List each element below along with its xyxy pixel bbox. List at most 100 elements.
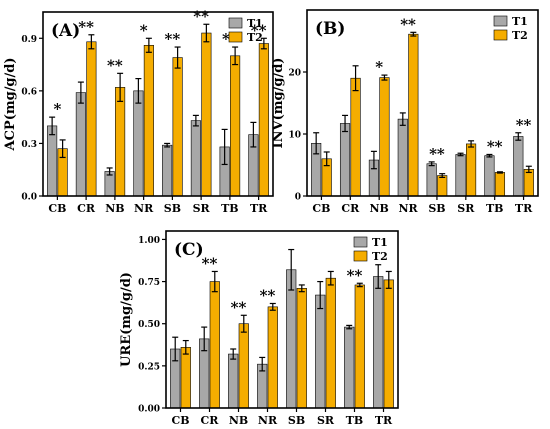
legend-swatch-t1 — [353, 236, 368, 248]
significance-marker-cb: * — [53, 100, 61, 118]
significance-marker-cr: ** — [202, 254, 218, 272]
x-tick-label-sb: SB — [428, 202, 445, 215]
significance-marker-nr: ** — [400, 15, 416, 33]
y-tick-label: 20 — [288, 69, 301, 79]
legend-label-t1: T1 — [372, 236, 388, 249]
chart-panel-3: CB ** CR ** NB ** NR SB SR ** TB TR 0.00 0.25 0.50 0.75… — [119, 230, 399, 427]
x-tick-label-nr: NR — [258, 414, 278, 427]
x-tick-label-cr: CR — [77, 202, 96, 215]
y-tick-label: 0.6 — [21, 87, 37, 97]
y-axis-label: INV(mg/g/d) — [271, 58, 286, 149]
legend-label-t2: T2 — [247, 31, 263, 44]
x-tick-label-nb: NB — [370, 202, 389, 215]
significance-marker-nb: ** — [231, 298, 247, 316]
plot-frame — [42, 11, 274, 197]
x-tick-label-cr: CR — [201, 414, 220, 427]
y-tick-label: 1.00 — [138, 236, 160, 246]
bar-t1-cr — [339, 123, 351, 197]
y-tick-label: 0.00 — [138, 405, 160, 415]
y-tick-label: 0.0 — [21, 193, 37, 203]
significance-marker-sb: ** — [429, 145, 445, 163]
bar-t1-sb — [162, 144, 173, 197]
bar-t2-tb — [230, 55, 241, 197]
x-tick-label-tb: TB — [221, 202, 238, 215]
legend-swatch-t2 — [353, 250, 368, 262]
significance-marker-nb: ** — [107, 56, 123, 74]
bar-t1-cb — [47, 125, 58, 197]
y-tick-label: 0.50 — [138, 320, 160, 330]
legend-swatch-t2 — [493, 29, 508, 41]
bar-t1-sr — [455, 154, 466, 197]
x-tick-label-tb: TB — [486, 202, 503, 215]
y-axis-label: URE(mg/g/d) — [119, 272, 134, 367]
y-tick-label: 0.3 — [21, 140, 37, 150]
bar-t2-nb — [379, 77, 390, 197]
bar-t2-tb — [354, 284, 365, 409]
legend-swatch-t1 — [493, 15, 508, 27]
y-tick-label: 0.9 — [21, 35, 37, 45]
bar-t2-sb — [437, 175, 448, 197]
significance-marker-sb: ** — [165, 30, 181, 48]
plot-frame — [306, 9, 539, 197]
legend-swatch-t2 — [228, 31, 243, 43]
bar-t1-sb — [426, 163, 437, 197]
x-tick-label-cr: CR — [341, 202, 360, 215]
bar-t1-nr — [397, 118, 408, 197]
bar-t1-sr — [315, 294, 326, 409]
x-tick-label-cb: CB — [48, 202, 66, 215]
bar-t2-cr — [86, 41, 97, 197]
bar-t2-sb — [296, 288, 307, 409]
bar-t1-nr — [133, 90, 144, 197]
y-tick-label: 0.25 — [138, 362, 160, 372]
bar-t2-sr — [201, 32, 212, 197]
bar-t2-cb — [180, 347, 191, 409]
panel-label: (C) — [174, 240, 204, 260]
x-tick-label-tr: TR — [375, 414, 393, 427]
legend-label-t2: T2 — [372, 250, 388, 263]
y-tick-label: 0.75 — [138, 278, 160, 288]
bar-t2-nr — [267, 306, 278, 409]
bar-t2-tr — [383, 279, 394, 409]
x-tick-label-tb: TB — [346, 414, 363, 427]
legend-label-t1: T1 — [512, 15, 528, 28]
legend-label-t2: T2 — [512, 29, 528, 42]
legend-label-t1: T1 — [247, 17, 263, 30]
x-tick-label-tr: TR — [250, 202, 268, 215]
x-tick-label-tr: TR — [515, 202, 533, 215]
bar-t2-nr — [143, 44, 154, 197]
significance-marker-nr: ** — [260, 286, 276, 304]
x-tick-label-nr: NR — [134, 202, 154, 215]
x-tick-label-sr: SR — [457, 202, 475, 215]
significance-marker-nb: * — [375, 58, 383, 76]
significance-marker-tb: ** — [487, 137, 503, 155]
bar-t2-nr — [408, 33, 419, 197]
bar-t1-tr — [373, 276, 384, 409]
chart-panel-2: CB CR * NB ** NR ** SB SR ** TB ** TR 0 10 20INV(mg/g/d… — [271, 9, 539, 215]
significance-marker-nr: * — [140, 21, 148, 39]
bar-t1-nb — [228, 353, 239, 409]
bar-t1-tb — [484, 155, 495, 197]
x-tick-label-sb: SB — [164, 202, 181, 215]
x-tick-label-cb: CB — [171, 414, 189, 427]
bar-t2-tb — [494, 172, 506, 197]
x-tick-label-cb: CB — [312, 202, 330, 215]
significance-marker-cr: ** — [78, 18, 94, 36]
panel-label: (A) — [51, 21, 80, 41]
plot-frame — [165, 230, 399, 409]
significance-marker-sr: ** — [193, 7, 209, 25]
y-axis-label: ACP(mg/g/d) — [3, 57, 18, 151]
legend-swatch-t1 — [228, 17, 243, 29]
x-tick-label-sr: SR — [317, 414, 335, 427]
bar-t1-cr — [75, 92, 86, 197]
panel-label: (B) — [315, 19, 345, 39]
bar-t2-tr — [258, 43, 269, 197]
bar-t1-sr — [190, 120, 201, 197]
y-tick-label: 10 — [288, 131, 301, 141]
bar-t2-cr — [350, 77, 361, 197]
bar-t2-sb — [172, 57, 183, 197]
significance-marker-tr: ** — [516, 116, 532, 134]
x-tick-label-sb: SB — [288, 414, 305, 427]
x-tick-label-nb: NB — [229, 414, 248, 427]
bar-t2-tr — [523, 169, 534, 197]
